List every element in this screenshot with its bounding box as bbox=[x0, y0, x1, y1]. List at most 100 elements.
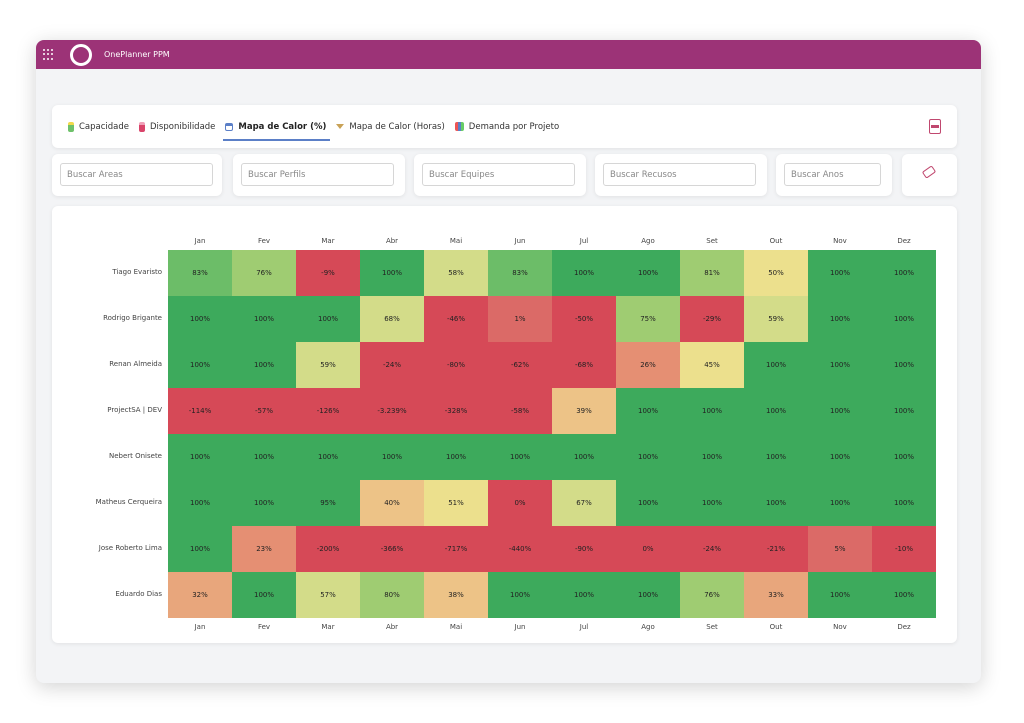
clear-filters-button[interactable] bbox=[902, 154, 957, 196]
heatmap-cell[interactable]: 75% bbox=[616, 296, 680, 342]
search-anos-input[interactable] bbox=[784, 163, 881, 186]
heatmap-cell[interactable]: 100% bbox=[616, 388, 680, 434]
heatmap-cell[interactable]: 100% bbox=[616, 572, 680, 618]
heatmap-cell[interactable]: 59% bbox=[296, 342, 360, 388]
heatmap-cell[interactable]: -3.239% bbox=[360, 388, 424, 434]
heatmap-cell[interactable]: 83% bbox=[488, 250, 552, 296]
heatmap-cell[interactable]: 100% bbox=[872, 296, 936, 342]
heatmap-cell[interactable]: 100% bbox=[232, 342, 296, 388]
heatmap-cell[interactable]: 100% bbox=[872, 388, 936, 434]
heatmap-cell[interactable]: 100% bbox=[552, 250, 616, 296]
heatmap-cell[interactable]: 100% bbox=[168, 342, 232, 388]
search-areas-input[interactable] bbox=[60, 163, 213, 186]
tab-disponibilidade[interactable]: Disponibilidade bbox=[139, 116, 215, 138]
heatmap-cell[interactable]: 100% bbox=[296, 296, 360, 342]
heatmap-cell[interactable]: 76% bbox=[680, 572, 744, 618]
search-perfis-input[interactable] bbox=[241, 163, 394, 186]
heatmap-cell[interactable]: 32% bbox=[168, 572, 232, 618]
heatmap-cell[interactable]: 100% bbox=[808, 296, 872, 342]
heatmap-cell[interactable]: 100% bbox=[296, 434, 360, 480]
heatmap-cell[interactable]: -24% bbox=[680, 526, 744, 572]
heatmap-cell[interactable]: 100% bbox=[232, 434, 296, 480]
heatmap-cell[interactable]: 100% bbox=[744, 342, 808, 388]
heatmap-cell[interactable]: -90% bbox=[552, 526, 616, 572]
export-pdf-icon[interactable] bbox=[929, 119, 941, 134]
heatmap-cell[interactable]: 100% bbox=[424, 434, 488, 480]
heatmap-cell[interactable]: 100% bbox=[616, 434, 680, 480]
heatmap-cell[interactable]: 83% bbox=[168, 250, 232, 296]
heatmap-cell[interactable]: -24% bbox=[360, 342, 424, 388]
heatmap-cell[interactable]: -21% bbox=[744, 526, 808, 572]
heatmap-cell[interactable]: 100% bbox=[360, 250, 424, 296]
heatmap-cell[interactable]: 68% bbox=[360, 296, 424, 342]
heatmap-cell[interactable]: -440% bbox=[488, 526, 552, 572]
heatmap-cell[interactable]: 100% bbox=[680, 480, 744, 526]
heatmap-cell[interactable]: 100% bbox=[552, 572, 616, 618]
heatmap-cell[interactable]: 100% bbox=[616, 480, 680, 526]
heatmap-cell[interactable]: 1% bbox=[488, 296, 552, 342]
heatmap-cell[interactable]: -126% bbox=[296, 388, 360, 434]
heatmap-cell[interactable]: 23% bbox=[232, 526, 296, 572]
heatmap-cell[interactable]: 0% bbox=[616, 526, 680, 572]
heatmap-cell[interactable]: 100% bbox=[744, 434, 808, 480]
heatmap-cell[interactable]: 33% bbox=[744, 572, 808, 618]
heatmap-cell[interactable]: 67% bbox=[552, 480, 616, 526]
search-equipes-input[interactable] bbox=[422, 163, 575, 186]
heatmap-cell[interactable]: 100% bbox=[872, 434, 936, 480]
heatmap-cell[interactable]: 95% bbox=[296, 480, 360, 526]
tab-mapa-calor-horas[interactable]: Mapa de Calor (Horas) bbox=[336, 116, 445, 138]
heatmap-cell[interactable]: 57% bbox=[296, 572, 360, 618]
heatmap-cell[interactable]: -717% bbox=[424, 526, 488, 572]
heatmap-cell[interactable]: 0% bbox=[488, 480, 552, 526]
heatmap-cell[interactable]: 76% bbox=[232, 250, 296, 296]
heatmap-cell[interactable]: -62% bbox=[488, 342, 552, 388]
heatmap-cell[interactable]: -114% bbox=[168, 388, 232, 434]
heatmap-cell[interactable]: 100% bbox=[488, 572, 552, 618]
heatmap-cell[interactable]: -29% bbox=[680, 296, 744, 342]
heatmap-cell[interactable]: 100% bbox=[808, 480, 872, 526]
heatmap-cell[interactable]: 100% bbox=[488, 434, 552, 480]
heatmap-cell[interactable]: 100% bbox=[808, 434, 872, 480]
heatmap-cell[interactable]: 5% bbox=[808, 526, 872, 572]
heatmap-cell[interactable]: -200% bbox=[296, 526, 360, 572]
heatmap-cell[interactable]: 100% bbox=[552, 434, 616, 480]
heatmap-cell[interactable]: 45% bbox=[680, 342, 744, 388]
app-launcher-icon[interactable] bbox=[42, 48, 56, 62]
heatmap-cell[interactable]: 100% bbox=[232, 480, 296, 526]
heatmap-cell[interactable]: 51% bbox=[424, 480, 488, 526]
heatmap-cell[interactable]: 100% bbox=[744, 480, 808, 526]
heatmap-cell[interactable]: 100% bbox=[232, 296, 296, 342]
heatmap-cell[interactable]: 100% bbox=[808, 388, 872, 434]
heatmap-cell[interactable]: 100% bbox=[872, 572, 936, 618]
heatmap-cell[interactable]: -366% bbox=[360, 526, 424, 572]
heatmap-cell[interactable]: 100% bbox=[232, 572, 296, 618]
heatmap-cell[interactable]: 40% bbox=[360, 480, 424, 526]
heatmap-cell[interactable]: -68% bbox=[552, 342, 616, 388]
heatmap-cell[interactable]: 100% bbox=[872, 342, 936, 388]
heatmap-cell[interactable]: 100% bbox=[744, 388, 808, 434]
heatmap-cell[interactable]: -58% bbox=[488, 388, 552, 434]
heatmap-cell[interactable]: -9% bbox=[296, 250, 360, 296]
heatmap-cell[interactable]: 80% bbox=[360, 572, 424, 618]
heatmap-cell[interactable]: 100% bbox=[680, 388, 744, 434]
heatmap-cell[interactable]: 100% bbox=[168, 526, 232, 572]
tab-demanda-projeto[interactable]: Demanda por Projeto bbox=[454, 116, 559, 138]
tab-capacidade[interactable]: Capacidade bbox=[68, 116, 129, 138]
heatmap-cell[interactable]: 39% bbox=[552, 388, 616, 434]
heatmap-cell[interactable]: 38% bbox=[424, 572, 488, 618]
heatmap-cell[interactable]: 100% bbox=[168, 480, 232, 526]
heatmap-cell[interactable]: 100% bbox=[616, 250, 680, 296]
tab-mapa-calor-percent[interactable]: Mapa de Calor (%) bbox=[223, 116, 331, 141]
heatmap-cell[interactable]: 100% bbox=[168, 434, 232, 480]
heatmap-cell[interactable]: -50% bbox=[552, 296, 616, 342]
heatmap-cell[interactable]: 81% bbox=[680, 250, 744, 296]
heatmap-cell[interactable]: 100% bbox=[872, 250, 936, 296]
heatmap-cell[interactable]: -46% bbox=[424, 296, 488, 342]
heatmap-cell[interactable]: 50% bbox=[744, 250, 808, 296]
heatmap-cell[interactable]: 59% bbox=[744, 296, 808, 342]
heatmap-cell[interactable]: 100% bbox=[808, 572, 872, 618]
heatmap-cell[interactable]: -328% bbox=[424, 388, 488, 434]
heatmap-cell[interactable]: -57% bbox=[232, 388, 296, 434]
search-recursos-input[interactable] bbox=[603, 163, 756, 186]
heatmap-cell[interactable]: 100% bbox=[680, 434, 744, 480]
